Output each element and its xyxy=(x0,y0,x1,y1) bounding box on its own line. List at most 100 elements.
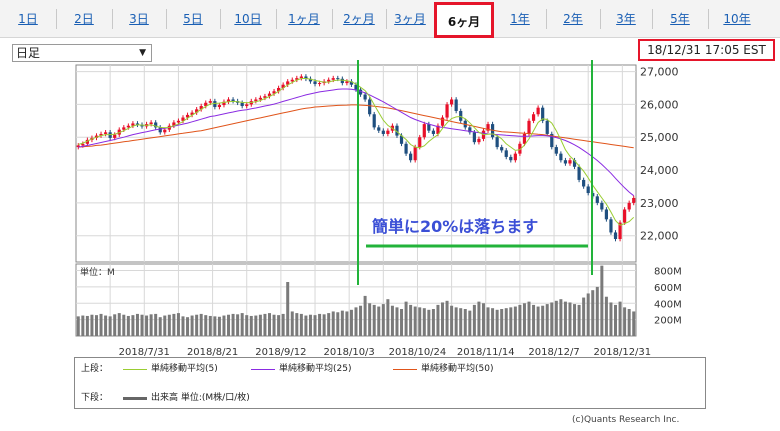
candle-body xyxy=(545,120,549,134)
candle-body xyxy=(190,112,194,115)
volume-bar xyxy=(431,309,435,336)
candle-body xyxy=(103,132,108,134)
candle-body xyxy=(409,153,413,161)
interval-select-value: 日足 xyxy=(16,46,41,60)
volume-bar xyxy=(413,306,417,336)
candle-body xyxy=(199,106,203,110)
tab-12[interactable]: 3年 xyxy=(616,12,636,26)
legend-line-volume xyxy=(123,397,147,400)
candle-body xyxy=(336,78,340,80)
candle-body xyxy=(613,232,618,240)
volume-bar xyxy=(545,304,549,336)
candle-body xyxy=(135,123,140,125)
volume-bar xyxy=(217,316,221,336)
candle-body xyxy=(113,134,117,138)
candle-body xyxy=(158,127,162,133)
volume-bar xyxy=(477,301,481,336)
candle-body xyxy=(122,127,126,130)
tab-separator xyxy=(708,9,709,29)
interval-select[interactable]: 日足 ▼ xyxy=(12,44,152,62)
volume-bar xyxy=(181,316,185,336)
volume-bar xyxy=(454,307,458,336)
tab-9[interactable]: 6ヶ月 xyxy=(434,2,494,38)
candle-body xyxy=(149,122,153,125)
tab-4[interactable]: 5日 xyxy=(183,12,203,26)
volume-bar xyxy=(445,300,449,336)
candle-body xyxy=(345,81,349,84)
tab-13[interactable]: 5年 xyxy=(670,12,690,26)
tab-separator xyxy=(220,9,221,29)
tab-8[interactable]: 3ヶ月 xyxy=(394,12,426,26)
volume-bar xyxy=(277,315,281,336)
tab-6[interactable]: 1ヶ月 xyxy=(288,12,320,26)
candle-body xyxy=(472,132,476,143)
legend-lower-label: 下段： xyxy=(81,393,109,403)
tab-5[interactable]: 10日 xyxy=(234,12,262,26)
x-tick-label: 2018/12/31 xyxy=(594,347,652,358)
volume-bar xyxy=(395,307,399,336)
volume-bar xyxy=(131,315,135,336)
volume-bar xyxy=(145,315,149,336)
candle-body xyxy=(290,79,294,82)
candle-body xyxy=(381,130,385,134)
volume-bar xyxy=(186,317,190,336)
tab-3[interactable]: 3日 xyxy=(129,12,149,26)
volume-bar xyxy=(318,313,322,336)
candle-body xyxy=(131,123,135,126)
volume-bar xyxy=(532,304,536,336)
tab-7[interactable]: 2ヶ月 xyxy=(343,12,375,26)
volume-bar xyxy=(240,313,244,336)
volume-bar xyxy=(522,303,526,336)
volume-bar xyxy=(99,313,103,336)
candle-body xyxy=(295,78,299,80)
candle-body xyxy=(272,91,276,94)
candle-body xyxy=(222,101,226,106)
tab-10[interactable]: 1年 xyxy=(510,12,530,26)
candle-body xyxy=(399,135,404,144)
candle-body xyxy=(267,93,272,97)
volume-bar xyxy=(359,305,363,336)
volume-bar xyxy=(149,314,153,336)
candle-body xyxy=(81,143,85,146)
tab-14[interactable]: 10年 xyxy=(723,12,751,26)
x-tick-label: 2018/7/31 xyxy=(119,347,170,358)
candle-body xyxy=(286,81,290,85)
volume-bar xyxy=(308,314,312,336)
candle-body xyxy=(277,87,281,92)
volume-bar xyxy=(85,315,89,336)
candle-body xyxy=(550,133,554,148)
volume-bar xyxy=(354,307,358,336)
last-update-timestamp: 18/12/31 17:05 EST xyxy=(638,39,775,61)
candle-body xyxy=(536,107,540,115)
volume-bar xyxy=(368,303,372,336)
volume-bar xyxy=(614,304,618,336)
volume-bar xyxy=(463,309,467,336)
volume-bar xyxy=(236,314,240,336)
volume-bar xyxy=(290,311,294,336)
volume-bar xyxy=(623,307,627,336)
tab-1[interactable]: 1日 xyxy=(18,12,38,26)
candle-body xyxy=(76,145,80,148)
volume-bar xyxy=(199,313,203,336)
tab-separator xyxy=(56,9,57,29)
volume-bar xyxy=(495,309,499,336)
candle-body xyxy=(154,122,158,128)
candle-body xyxy=(317,83,322,85)
volume-bar xyxy=(404,301,408,336)
candle-body xyxy=(313,81,317,85)
candle-body xyxy=(245,104,249,107)
tab-2[interactable]: 2日 xyxy=(74,12,94,26)
price-tick-label: 22,000 xyxy=(640,230,679,243)
candle-body xyxy=(459,110,463,121)
x-tick-label: 2018/8/21 xyxy=(187,347,238,358)
price-panel xyxy=(75,64,637,263)
candle-body xyxy=(254,99,258,102)
volume-bar xyxy=(327,313,331,336)
legend-line-ma50 xyxy=(393,369,417,370)
volume-bar xyxy=(140,314,144,336)
volume-bar xyxy=(481,303,485,336)
volume-bar xyxy=(591,290,595,336)
volume-bar xyxy=(263,313,267,336)
volume-bar xyxy=(459,308,463,336)
tab-11[interactable]: 2年 xyxy=(563,12,583,26)
